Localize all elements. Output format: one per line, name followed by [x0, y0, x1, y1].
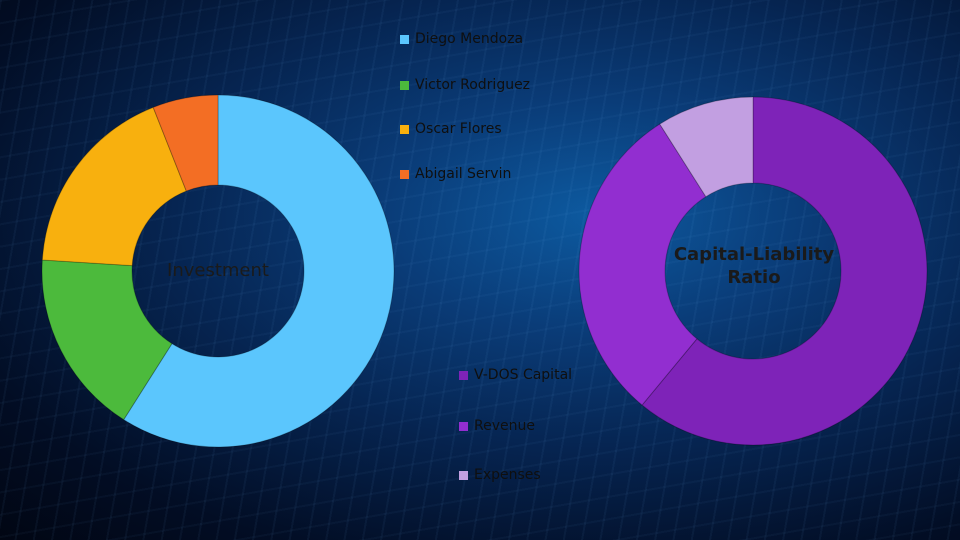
legend-swatch [459, 370, 468, 380]
capital-liability-center-label: Capital-Liability Ratio [673, 244, 835, 289]
legend-item-abigail-servin: Abigail Servin [400, 166, 511, 182]
investment-donut-chart [41, 94, 395, 448]
legend-item-revenue: Revenue [459, 418, 535, 434]
legend-label: V-DOS Capital [474, 367, 573, 383]
capital-liability-donut-chart [578, 96, 928, 446]
legend-label: Diego Mendoza [415, 31, 524, 47]
legend-item-diego-mendoza: Diego Mendoza [400, 31, 523, 47]
legend-swatch [400, 124, 409, 134]
donut-slice-diego-mendoza [123, 94, 395, 448]
donut-slice-expenses [659, 96, 754, 198]
legend-label: Revenue [474, 418, 535, 434]
donut-slice-abigail-servin [152, 94, 219, 192]
legend-swatch [400, 80, 409, 90]
donut-slice-v-dos-capital [641, 96, 928, 446]
legend-item-expenses: Expenses [459, 467, 541, 483]
donut-slice-victor-rodriguez [41, 259, 173, 421]
legend-swatch [459, 421, 468, 431]
legend-item-victor-rodriguez: Victor Rodriguez [400, 77, 530, 93]
investment-center-label: Investment [167, 260, 269, 281]
legend-item-v-dos-capital: V-DOS Capital [459, 367, 572, 383]
legend-label: Oscar Flores [415, 121, 502, 137]
legend-swatch [400, 169, 409, 179]
legend-swatch [459, 470, 468, 480]
legend-item-oscar-flores: Oscar Flores [400, 121, 502, 137]
donut-slice-revenue [578, 123, 707, 406]
legend-swatch [400, 34, 409, 44]
legend-label: Victor Rodriguez [415, 77, 531, 93]
legend-label: Abigail Servin [415, 166, 512, 182]
donut-slice-oscar-flores [41, 106, 187, 267]
legend-label: Expenses [474, 467, 541, 483]
